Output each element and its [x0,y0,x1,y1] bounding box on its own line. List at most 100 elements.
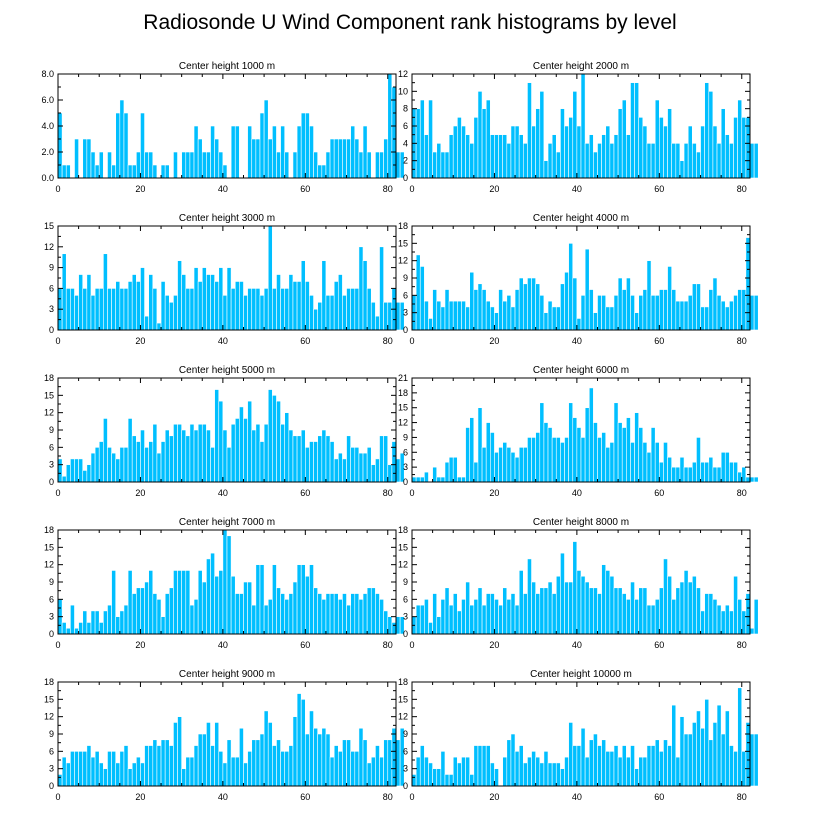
panels-group: Center height 1000 m0.02.04.06.08.00 20 40… [41,61,759,802]
histogram-bar [152,164,158,179]
histogram-bar [206,151,211,179]
histogram-bar [737,289,743,331]
histogram-bar [551,134,557,179]
y-tick-label: 0 [49,629,54,639]
histogram-bar [57,112,63,179]
histogram-bar [691,283,697,331]
histogram-bar [424,300,429,331]
histogram-bar [309,564,314,635]
histogram-bar [580,73,586,179]
histogram-bar [576,427,582,483]
y-tick-label: 6 [49,283,54,293]
histogram-bar [609,751,615,787]
histogram-bar [461,476,466,483]
histogram-bar [395,739,401,787]
histogram-bar [452,593,458,635]
histogram-bar [300,112,306,179]
histogram-bar [733,461,738,483]
histogram-bar [370,464,376,483]
histogram-bar [206,722,211,787]
histogram-bar [387,301,393,331]
y-tick-label: 9 [49,577,54,587]
histogram-bar [395,301,401,331]
histogram-bar [131,435,137,483]
histogram-bar [391,622,397,635]
histogram-bar [144,745,149,787]
histogram-bar [280,423,286,483]
x-tick-label: 80 [383,488,393,498]
histogram-bar [148,745,154,787]
histogram-bar [350,593,356,635]
histogram-bar [284,151,290,179]
x-tick-label: 0 [409,640,414,650]
histogram-bar [683,300,689,331]
histogram-bar [679,716,685,787]
y-tick-label: 6 [49,442,54,452]
histogram-bar [263,99,269,179]
histogram-bar [436,300,442,331]
histogram-bar [601,739,607,787]
histogram-bar [601,134,607,179]
histogram-bar [704,461,710,483]
histogram-bar [436,476,442,483]
histogram-bar [716,295,722,331]
histogram-bar [667,575,672,635]
histogram-bar [555,306,561,331]
histogram-bar [700,461,705,483]
histogram-bar [61,756,67,787]
histogram-bar [436,768,442,787]
histogram-bar [284,751,290,787]
histogram-bar [716,143,722,179]
histogram-bar [140,112,145,179]
histogram-bar [136,441,141,483]
histogram-bar [399,616,405,635]
histogram-bar [469,417,475,483]
histogram-bar [350,125,356,179]
histogram-bar [733,295,738,331]
histogram-bar [136,756,141,787]
histogram-bar [568,117,574,179]
histogram-bar [267,138,273,179]
histogram-bar [617,756,623,787]
histogram-bar [152,739,158,787]
histogram-bar [593,733,598,787]
histogram-bar [630,442,635,483]
histogram-bar [452,456,458,483]
histogram-bar [234,593,240,635]
histogram-bar [452,756,458,787]
histogram-bar [70,604,75,635]
histogram-bar [107,447,112,483]
histogram-bar [580,295,586,331]
histogram-bar [358,452,364,483]
panel-title: Center height 1000 m [179,61,275,72]
histogram-bar [173,151,178,179]
histogram-bar [654,295,660,331]
histogram-bar [313,441,318,483]
histogram-bar [663,442,668,483]
histogram-bar [255,739,261,787]
histogram-bar [148,151,154,179]
x-tick-label: 0 [409,336,414,346]
y-tick-label: 18 [398,525,408,535]
histogram-bar [411,774,417,787]
histogram-bar [452,300,458,331]
histogram-bar [164,295,170,331]
histogram-bar [481,289,487,331]
histogram-bar [642,125,648,179]
histogram-bar [140,762,145,787]
histogram-bar [358,151,364,179]
histogram-bar [131,274,137,331]
histogram-bar [321,164,327,179]
histogram-bar [346,138,351,179]
histogram-bar [531,751,536,787]
x-tick-label: 0 [409,792,414,802]
histogram-bar [626,756,631,787]
histogram-bar [358,727,364,787]
histogram-bar [696,151,701,179]
histogram-bar [342,739,347,787]
histogram-bar [568,581,574,635]
histogram-bar [156,452,162,483]
histogram-bar [432,151,438,179]
panel-title: Center height 5000 m [179,365,275,376]
